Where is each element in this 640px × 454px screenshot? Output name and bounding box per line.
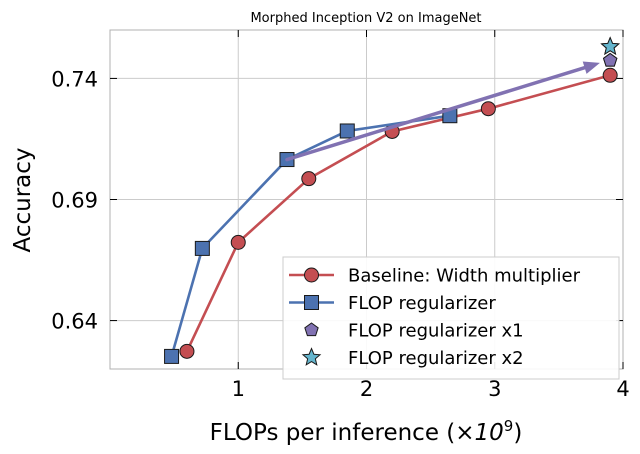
x-tick-label: 2 [360, 377, 373, 401]
data-point [600, 36, 620, 56]
annotation-arrow-shaft [285, 65, 587, 162]
data-point [179, 343, 195, 359]
legend-label: FLOP regularizer [348, 293, 496, 314]
legend-marker-icon [304, 295, 319, 310]
legend-item-1: FLOP regularizer [289, 293, 496, 314]
x-tick-label: 4 [616, 377, 629, 401]
annotation-layer [285, 36, 620, 162]
legend-marker-icon [304, 322, 319, 337]
data-point [164, 348, 180, 364]
legend-label: Baseline: Width multiplier [348, 266, 581, 287]
x-axis-label: FLOPs per inference (×109) [210, 417, 523, 446]
legend-item-0: Baseline: Width multiplier [289, 266, 581, 287]
data-point [230, 234, 246, 250]
y-tick-label: 0.69 [51, 189, 98, 213]
x-axis-label-close: ) [513, 420, 522, 446]
x-axis-label-exponent: 9 [504, 417, 514, 435]
x-tick-label: 1 [232, 377, 245, 401]
x-axis-label-main: FLOPs per inference ( [210, 420, 456, 446]
chart-title: Morphed Inception V2 on ImageNet [250, 11, 481, 26]
x-axis-label-factor: ×10 [455, 420, 504, 446]
legend-label: FLOP regularizer x1 [348, 321, 524, 342]
data-point [480, 101, 496, 117]
x-tick-label: 3 [488, 377, 501, 401]
series-line [185, 74, 611, 352]
legend-item-3: FLOP regularizer x2 [301, 347, 524, 369]
legend: Baseline: Width multiplier FLOP regulariz… [282, 256, 620, 380]
data-point [339, 123, 355, 139]
legend-label: FLOP regularizer x2 [348, 348, 524, 369]
data-point [602, 52, 618, 67]
legend-marker-icon [304, 267, 319, 283]
y-tick-label: 0.64 [51, 310, 98, 334]
legend-marker-icon [301, 347, 322, 366]
annotation-arrow-head [582, 61, 600, 74]
y-axis-label: Accuracy [10, 147, 36, 252]
data-point [194, 240, 210, 256]
data-point [301, 171, 317, 187]
legend-item-2: FLOP regularizer x1 [304, 321, 524, 342]
y-tick-label: 0.74 [51, 67, 98, 91]
data-point [602, 67, 618, 83]
legend-box [282, 256, 620, 380]
